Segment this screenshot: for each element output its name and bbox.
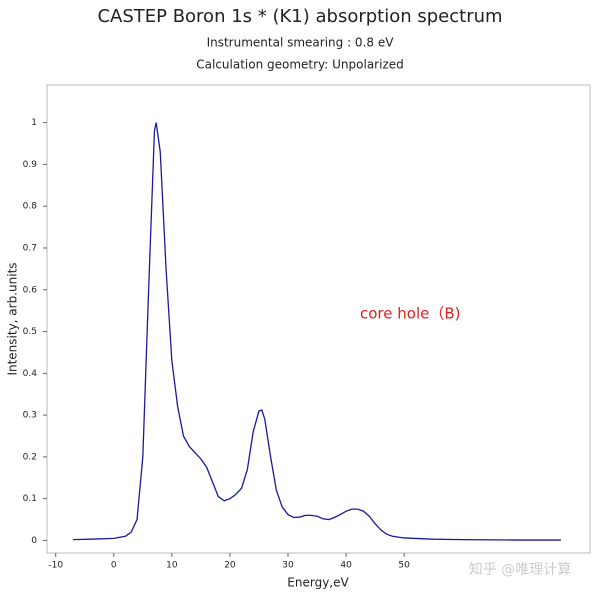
x-tick-label: 0 xyxy=(111,561,117,571)
x-tick-label: 50 xyxy=(398,561,410,571)
x-axis-label: Energy,eV xyxy=(287,576,349,590)
plot-frame xyxy=(46,84,591,554)
y-tick-label: 0.8 xyxy=(23,202,38,212)
chart-title: CASTEP Boron 1s * (K1) absorption spectr… xyxy=(97,6,502,27)
y-axis-label: Intensity, arb.units xyxy=(6,262,20,375)
y-tick-label: 0.3 xyxy=(23,411,37,421)
subtitle: Instrumental smearing : 0.8 eV xyxy=(207,36,395,50)
subtitle: Calculation geometry: Unpolarized xyxy=(196,58,404,72)
y-tick-label: 0.6 xyxy=(23,285,38,295)
y-tick-label: 0.4 xyxy=(23,369,38,379)
y-tick-label: 0.5 xyxy=(23,327,37,337)
spectrum-line xyxy=(73,122,561,541)
y-tick-label: 0.2 xyxy=(23,452,37,462)
annotation: core hole（B) xyxy=(360,305,460,323)
x-tick-label: 30 xyxy=(282,561,294,571)
y-tick-label: 0.1 xyxy=(23,494,37,504)
watermark: 知乎 @唯理计算 xyxy=(469,561,571,578)
x-tick-label: 20 xyxy=(224,561,236,571)
x-tick-label: 10 xyxy=(166,561,178,571)
x-tick-label: 40 xyxy=(340,561,352,571)
x-tick-label: -10 xyxy=(48,561,63,571)
y-tick-label: 0 xyxy=(31,536,37,546)
y-tick-label: 0.7 xyxy=(23,243,37,253)
y-tick-label: 0.9 xyxy=(23,160,38,170)
y-tick-label: 1 xyxy=(31,118,37,128)
